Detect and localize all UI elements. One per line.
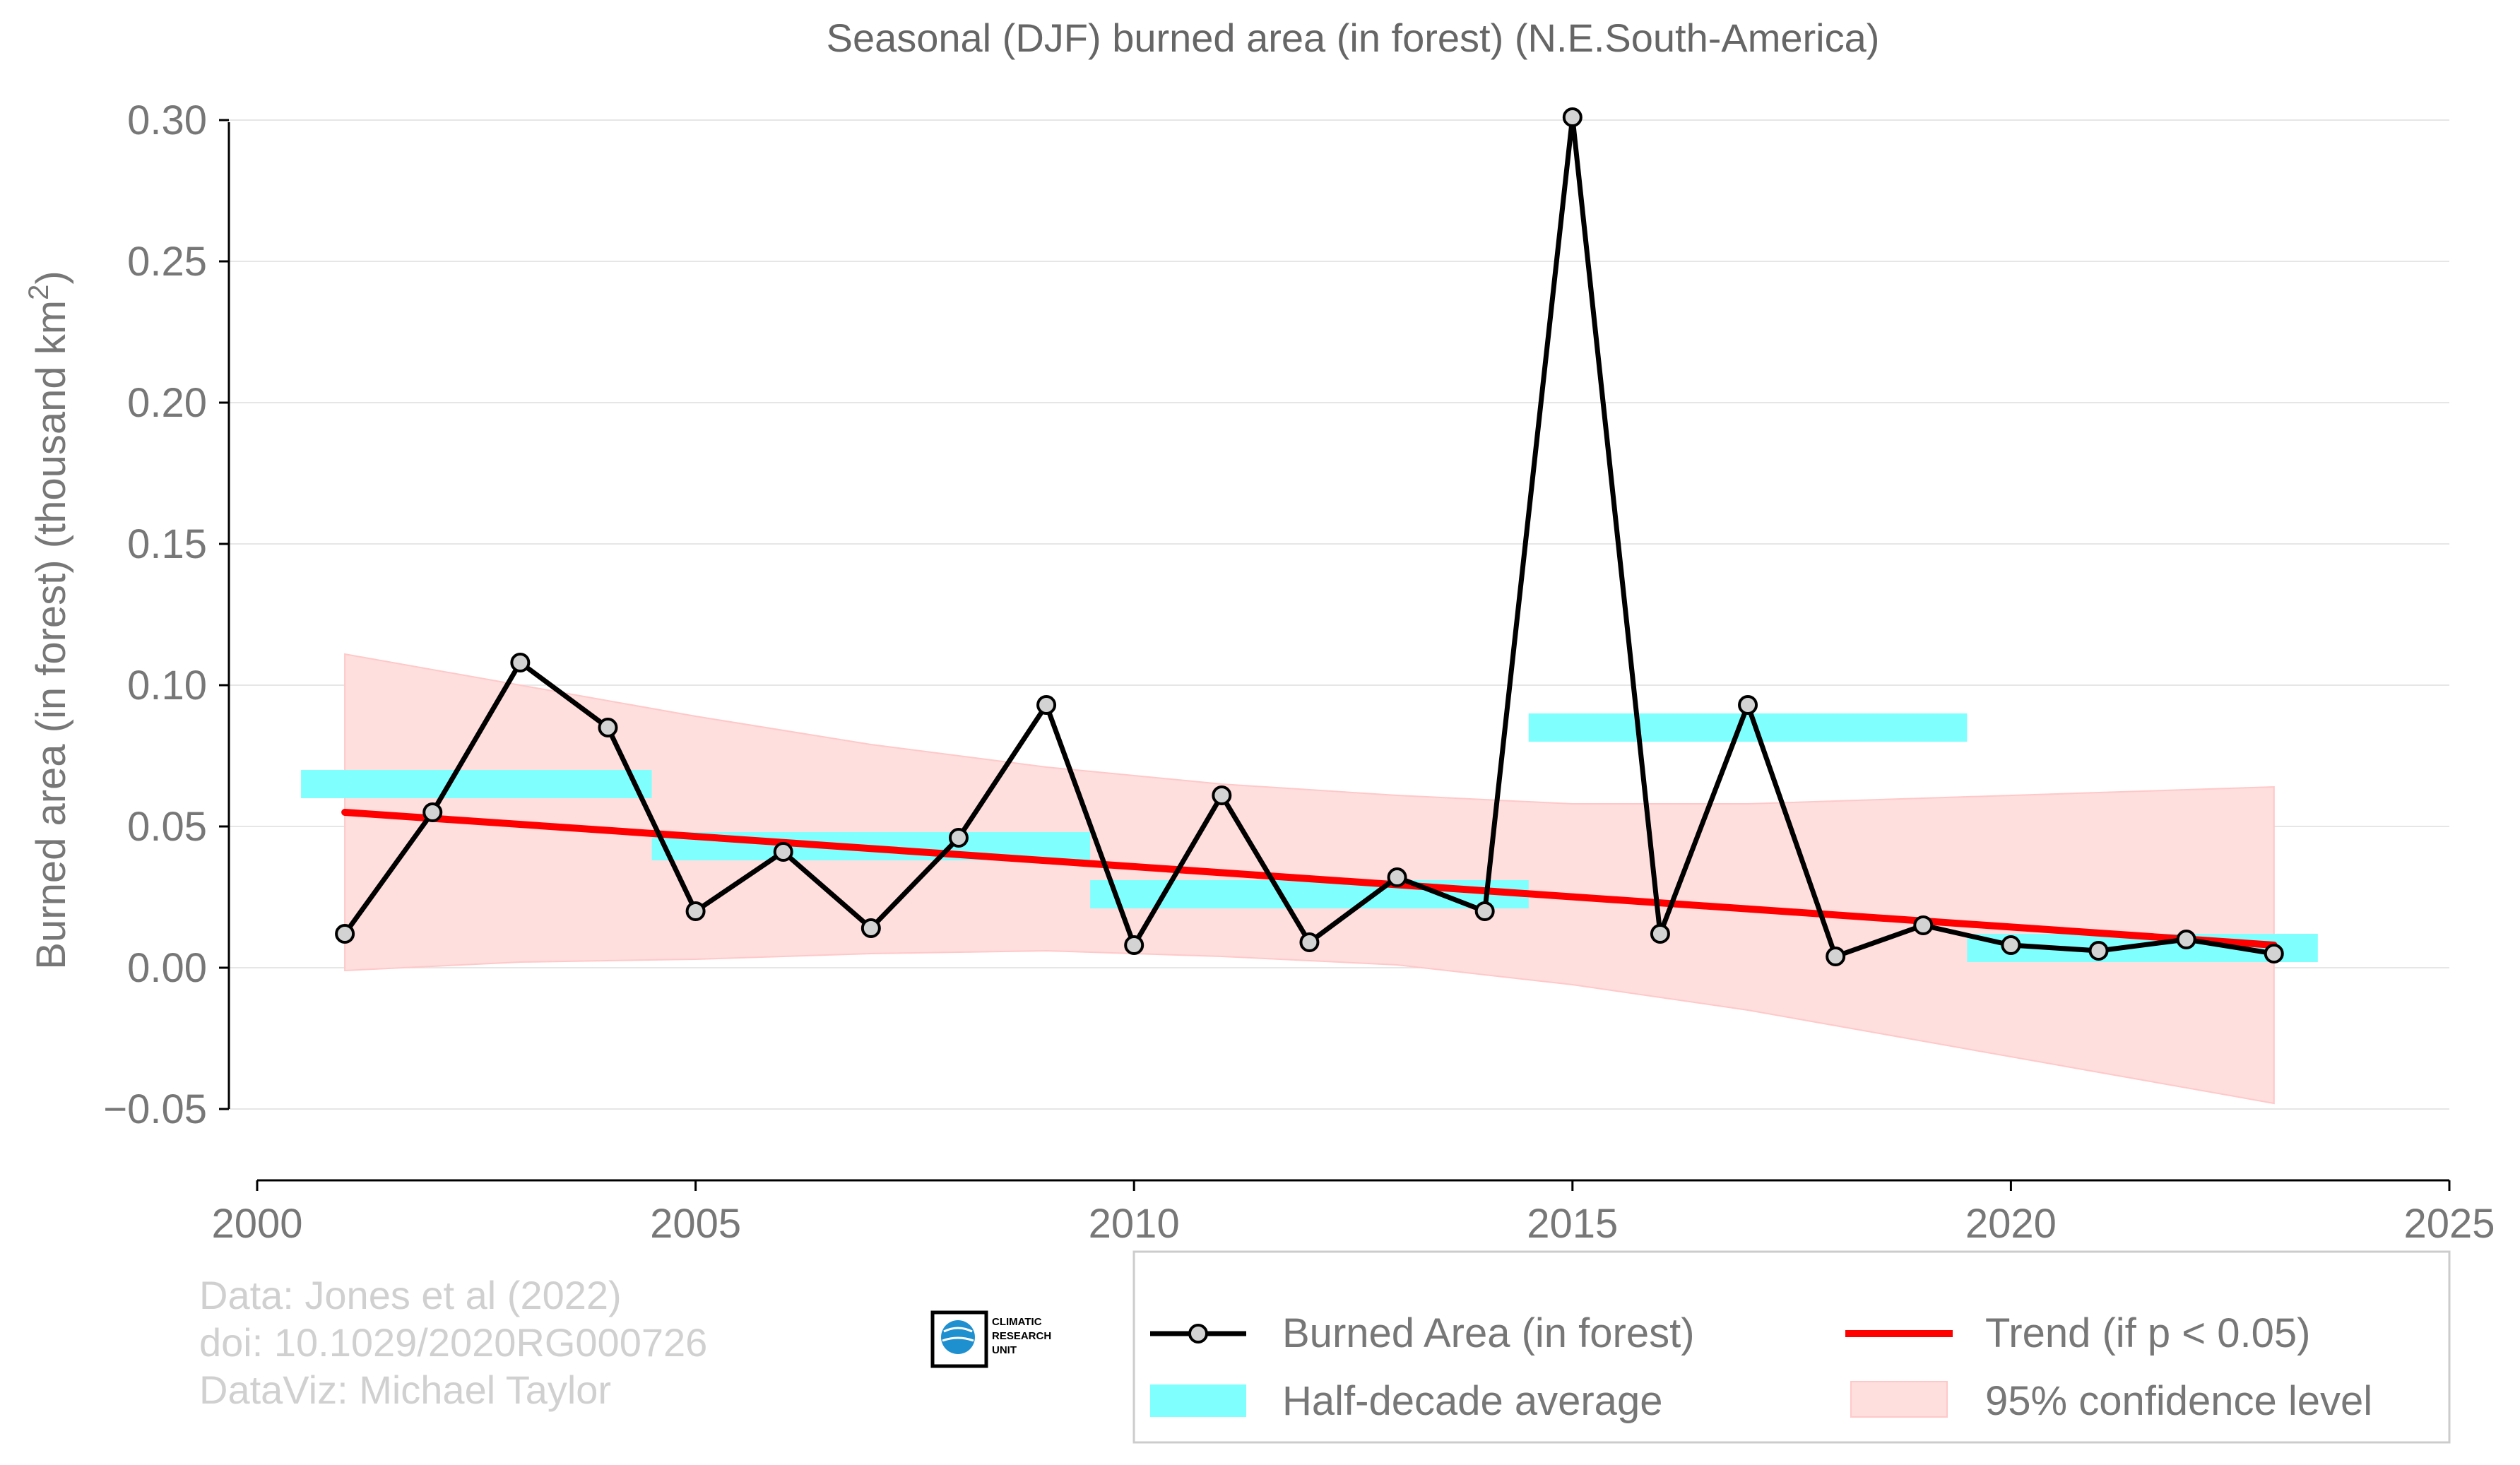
y-tick-label: 0.25 xyxy=(127,239,207,285)
y-tick-label: 0.10 xyxy=(127,663,207,708)
credit-data-source: Data: Jones et al (2022) xyxy=(199,1273,622,1317)
y-tick-label: −0.05 xyxy=(103,1086,207,1132)
data-point xyxy=(1562,107,1583,127)
data-point xyxy=(860,918,881,938)
x-tick-label: 2010 xyxy=(1089,1201,1180,1247)
data-point xyxy=(1212,785,1232,805)
y-tick-label: 0.30 xyxy=(127,97,207,143)
data-point xyxy=(2001,935,2021,955)
y-axis-label: Burned area (in forest) (thousand km2) xyxy=(23,271,74,969)
x-tick-label: 2000 xyxy=(211,1201,302,1247)
legend: Burned Area (in forest) Trend (if p < 0.… xyxy=(1132,1250,2451,1444)
data-point xyxy=(335,924,355,944)
data-point xyxy=(422,802,443,822)
legend-label-half-decade: Half-decade average xyxy=(1282,1378,1662,1424)
data-point xyxy=(1036,695,1057,715)
legend-swatch-half-decade xyxy=(1150,1384,1246,1417)
data-point xyxy=(510,653,531,672)
x-tick-label: 2020 xyxy=(1965,1201,2057,1247)
legend-label-trend: Trend (if p < 0.05) xyxy=(1985,1310,2310,1356)
x-axis-ticks: 2000 2005 2010 2015 2020 2025 xyxy=(211,1180,2495,1247)
credit-dataviz: DataViz: Michael Taylor xyxy=(199,1368,611,1412)
legend-swatch-confidence xyxy=(1850,1381,1948,1418)
legend-marker-burned-area xyxy=(1188,1324,1208,1344)
burned-area-series xyxy=(335,107,2284,966)
data-point xyxy=(1826,947,1846,966)
credit-doi: doi: 10.1029/2020RG000726 xyxy=(199,1320,707,1365)
y-tick-label: 0.05 xyxy=(127,804,207,850)
data-point xyxy=(1387,867,1407,887)
x-tick-label: 2025 xyxy=(2403,1201,2495,1247)
logo-text-line3: UNIT xyxy=(992,1344,1017,1356)
trend-line xyxy=(341,809,2278,949)
data-point xyxy=(1474,901,1495,921)
half-decade-bar xyxy=(301,770,652,798)
y-axis-label-superscript: 2 xyxy=(23,285,54,300)
data-point xyxy=(1738,695,1758,715)
chart-title: Seasonal (DJF) burned area (in forest) (… xyxy=(827,16,1880,60)
legend-label-burned-area: Burned Area (in forest) xyxy=(1282,1310,1695,1356)
half-decade-bar xyxy=(1528,713,1968,742)
data-point xyxy=(685,901,706,921)
data-point xyxy=(2088,941,2109,961)
y-tick-label: 0.20 xyxy=(127,380,207,426)
data-point xyxy=(1913,915,1934,935)
x-tick-label: 2015 xyxy=(1527,1201,1618,1247)
data-point xyxy=(598,718,618,737)
data-point xyxy=(1124,935,1144,955)
y-tick-label: 0.00 xyxy=(127,945,207,991)
data-point xyxy=(2264,944,2284,963)
logo-text-line2: RESEARCH xyxy=(992,1330,1051,1342)
data-point xyxy=(773,842,793,862)
y-axis-ticks: −0.05 0.00 0.05 0.10 0.15 0.20 0.25 0.30 xyxy=(103,97,229,1132)
half-decade-bars xyxy=(301,713,2318,962)
x-tick-label: 2005 xyxy=(650,1201,741,1247)
data-point xyxy=(2176,930,2196,949)
data-point xyxy=(1650,924,1670,944)
logo-text-line1: CLIMATIC xyxy=(992,1316,1042,1328)
y-axis-label-close: ) xyxy=(28,271,74,284)
y-tick-label: 0.15 xyxy=(127,521,207,567)
cru-logo: CLIMATIC RESEARCH UNIT xyxy=(930,1310,1051,1368)
data-point xyxy=(1299,932,1320,952)
trend-line-segment xyxy=(341,809,2278,949)
legend-label-confidence: 95% confidence level xyxy=(1985,1378,2372,1424)
legend-box xyxy=(1132,1250,2451,1444)
data-point xyxy=(948,828,969,848)
